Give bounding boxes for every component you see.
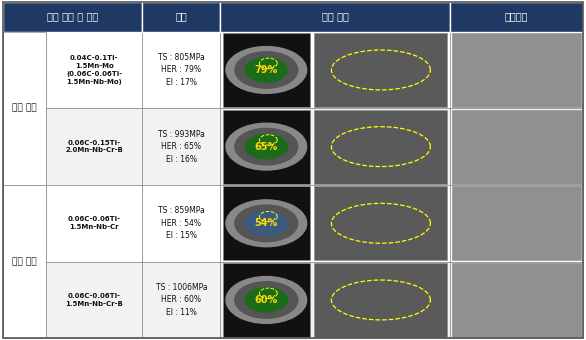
- Bar: [46, 185, 142, 262]
- Bar: [46, 108, 142, 185]
- Text: 0.06C-0.15Ti-
2.0Mn-Nb-Cr-B: 0.06C-0.15Ti- 2.0Mn-Nb-Cr-B: [66, 140, 123, 153]
- Bar: [220, 2, 449, 32]
- Circle shape: [226, 200, 306, 247]
- Bar: [449, 185, 583, 262]
- Bar: [220, 262, 449, 338]
- Bar: [142, 185, 220, 262]
- Bar: [452, 33, 581, 107]
- Bar: [46, 262, 142, 338]
- Circle shape: [246, 211, 287, 236]
- Bar: [452, 263, 581, 337]
- Circle shape: [226, 123, 306, 170]
- Text: 0.06C-0.06Ti-
1.5Mn-Nb-Cr: 0.06C-0.06Ti- 1.5Mn-Nb-Cr: [68, 217, 121, 230]
- Bar: [223, 186, 310, 260]
- Text: 강화 기구 및 성분: 강화 기구 및 성분: [47, 12, 98, 22]
- Bar: [142, 262, 220, 338]
- Text: 재질: 재질: [175, 12, 187, 22]
- Bar: [452, 109, 581, 184]
- Bar: [315, 109, 447, 184]
- Circle shape: [235, 282, 298, 318]
- Text: 미세조직: 미세조직: [505, 12, 528, 22]
- Text: 79%: 79%: [255, 65, 278, 75]
- Bar: [315, 263, 447, 337]
- Bar: [142, 32, 220, 108]
- Circle shape: [235, 205, 298, 241]
- Bar: [3, 262, 46, 338]
- Bar: [220, 185, 449, 262]
- Circle shape: [246, 58, 287, 82]
- Bar: [223, 263, 310, 337]
- Text: 파괴 거동: 파괴 거동: [322, 12, 349, 22]
- Text: 0.04C-0.1Ti-
1.5Mn-Mo
(0.06C-0.06Ti-
1.5Mn-Nb-Mo): 0.04C-0.1Ti- 1.5Mn-Mo (0.06C-0.06Ti- 1.5…: [66, 55, 122, 85]
- Bar: [449, 108, 583, 185]
- Bar: [142, 108, 220, 185]
- Text: TS : 859MPa
HER : 54%
El : 15%: TS : 859MPa HER : 54% El : 15%: [158, 206, 205, 240]
- Text: TS : 1006MPa
HER : 60%
El : 11%: TS : 1006MPa HER : 60% El : 11%: [155, 283, 207, 317]
- Text: TS : 805MPa
HER : 79%
El : 17%: TS : 805MPa HER : 79% El : 17%: [158, 53, 205, 87]
- Circle shape: [235, 129, 298, 165]
- Circle shape: [226, 47, 306, 94]
- Bar: [315, 33, 447, 107]
- Bar: [46, 32, 142, 108]
- Circle shape: [246, 288, 287, 312]
- Circle shape: [246, 134, 287, 159]
- Bar: [3, 185, 46, 338]
- Bar: [220, 108, 449, 185]
- Text: TS : 993MPa
HER : 65%
El : 16%: TS : 993MPa HER : 65% El : 16%: [158, 130, 205, 164]
- Text: 65%: 65%: [255, 142, 278, 152]
- Bar: [3, 32, 46, 108]
- Text: 0.06C-0.06Ti-
1.5Mn-Nb-Cr-B: 0.06C-0.06Ti- 1.5Mn-Nb-Cr-B: [66, 293, 123, 307]
- Text: 60%: 60%: [255, 295, 278, 305]
- Circle shape: [226, 276, 306, 323]
- Bar: [3, 185, 46, 262]
- Bar: [3, 32, 46, 185]
- Bar: [449, 262, 583, 338]
- Bar: [142, 2, 220, 32]
- Bar: [223, 33, 310, 107]
- Bar: [449, 32, 583, 108]
- Bar: [452, 186, 581, 260]
- Bar: [3, 108, 46, 185]
- Text: 54%: 54%: [255, 218, 278, 228]
- Bar: [223, 109, 310, 184]
- Bar: [449, 2, 583, 32]
- Circle shape: [235, 52, 298, 88]
- Text: 석출 강화: 석출 강화: [12, 104, 37, 113]
- Text: 변태 강화: 변태 강화: [12, 257, 37, 266]
- Bar: [315, 186, 447, 260]
- Bar: [220, 32, 449, 108]
- Bar: [3, 2, 142, 32]
